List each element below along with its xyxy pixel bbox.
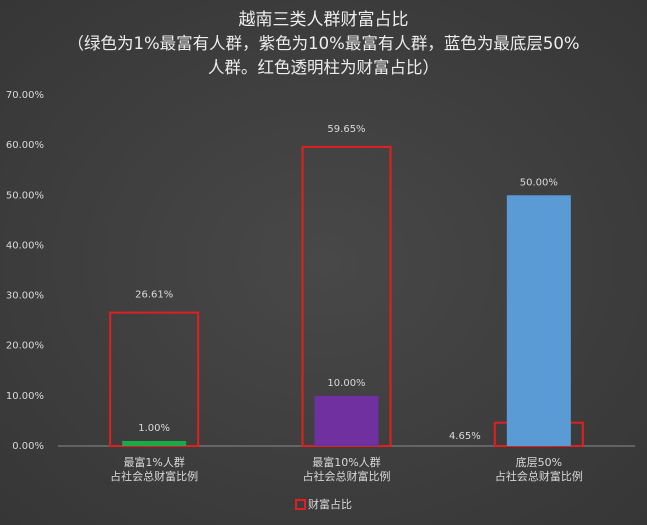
legend-label: 财富占比 (308, 497, 352, 511)
value-label: 26.61% (135, 290, 173, 301)
y-tick-label: 10.00% (6, 391, 44, 402)
population-bar (122, 440, 187, 446)
x-tick-label: 占社会总财富比例 (110, 469, 198, 483)
y-tick-label: 40.00% (6, 240, 44, 251)
value-label: 1.00% (138, 423, 170, 434)
y-tick-label: 20.00% (6, 341, 44, 352)
chart-subtitle: （绿色为1%最富有人群，紫色为10%最富有人群，蓝色为最底层50%人群。红色透明… (67, 34, 580, 77)
x-tick-label: 最富10%人群 (312, 455, 380, 469)
x-tick-label: 底层50% (516, 455, 562, 469)
y-tick-label: 30.00% (6, 291, 44, 302)
value-label: 50.00% (520, 177, 558, 188)
chart-title: 越南三类人群财富占比 (238, 10, 409, 30)
value-label: 59.65% (327, 124, 365, 135)
population-bar (314, 395, 379, 446)
value-label: 10.00% (327, 378, 365, 389)
y-tick-label: 60.00% (6, 140, 44, 151)
legend-swatch (295, 499, 306, 510)
y-tick-label: 50.00% (6, 190, 44, 201)
population-bar (506, 195, 571, 446)
y-tick-label: 0.00% (12, 441, 44, 452)
x-tick-label: 占社会总财富比例 (495, 469, 583, 483)
x-tick-label: 最富1%人群 (123, 455, 184, 469)
value-label: 4.65% (449, 431, 481, 442)
x-tick-label: 占社会总财富比例 (303, 469, 391, 483)
y-tick-label: 70.00% (6, 90, 44, 101)
